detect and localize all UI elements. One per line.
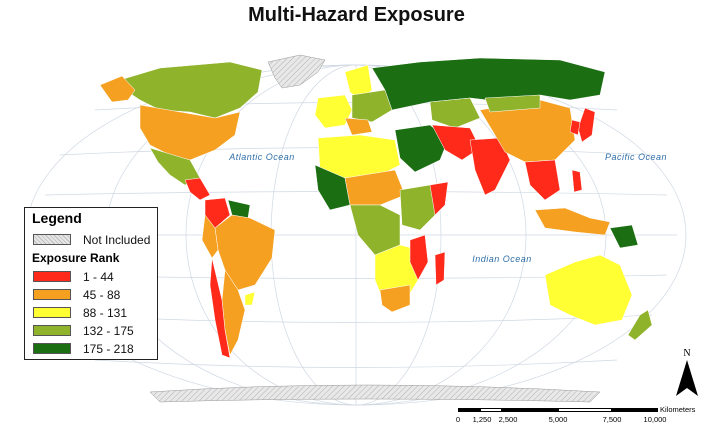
colombia-shape — [204, 197, 231, 229]
south-africa-shape — [379, 284, 411, 313]
legend-row-class-3: 88 - 131 — [33, 305, 127, 320]
scale-tick-4: 7,500 — [602, 415, 622, 424]
alaska-shape — [99, 75, 136, 103]
legend-label-class-5: 175 - 218 — [83, 341, 134, 356]
scale-tick-3: 5,000 — [548, 415, 568, 424]
atlantic-ocean-label: Atlantic Ocean — [228, 152, 295, 162]
indonesia-shape — [534, 207, 611, 236]
uruguay-shape — [244, 291, 256, 306]
scale-tick-5: 10,000 — [643, 415, 667, 424]
north-arrow: N — [676, 348, 698, 398]
sahel-shape — [344, 169, 406, 206]
southeast-asia-shape — [524, 159, 561, 201]
greenland-shape — [267, 54, 326, 89]
legend-swatch-class-4 — [33, 325, 71, 336]
middle-east-shape — [394, 124, 449, 173]
legend: Legend Not Included Exposure Rank 1 - 44… — [24, 207, 158, 360]
scale-segment-2 — [480, 408, 502, 412]
map-title: Multi-Hazard Exposure — [248, 4, 465, 26]
central-africa-shape — [349, 204, 401, 256]
brazil-shape — [214, 214, 276, 291]
new-zealand-shape — [627, 309, 653, 341]
legend-row-class-4: 132 - 175 — [33, 323, 134, 338]
iran-pakistan-shape — [431, 124, 481, 161]
legend-title: Legend — [32, 210, 82, 226]
legend-row-not-included: Not Included — [33, 232, 150, 247]
legend-subtitle: Exposure Rank — [32, 251, 120, 265]
legend-swatch-class-1 — [33, 271, 71, 282]
somalia-shape — [429, 181, 449, 216]
balkans-shape — [344, 117, 373, 136]
legend-label-class-1: 1 - 44 — [83, 269, 114, 284]
legend-label-class-4: 132 - 175 — [83, 323, 134, 338]
legend-row-class-5: 175 - 218 — [33, 341, 134, 356]
philippines-shape — [571, 169, 583, 193]
scale-segment-4 — [558, 408, 612, 412]
north-arrow-icon — [676, 360, 698, 396]
legend-label-class-2: 45 - 88 — [83, 287, 121, 302]
legend-swatch-class-2 — [33, 289, 71, 300]
scale-segment-5 — [612, 408, 658, 412]
scale-tick-0: 0 — [455, 415, 461, 424]
atlantic-ocean-text: Atlantic Ocean — [228, 152, 295, 162]
russia-shape — [371, 57, 606, 111]
scale-bar: Kilometers 0 1,250 2,500 5,000 7,500 10,… — [455, 405, 705, 435]
papua-new-guinea-shape — [609, 224, 639, 249]
mexico-shape — [149, 147, 201, 186]
canada-shape — [119, 61, 263, 119]
legend-label-class-3: 88 - 131 — [83, 305, 128, 320]
central-asia-shape — [429, 97, 481, 129]
east-africa-shape — [399, 184, 441, 231]
legend-swatch-class-5 — [33, 343, 71, 354]
scale-segment-3 — [502, 408, 558, 412]
japan-shape — [577, 107, 596, 143]
peru-shape — [201, 214, 219, 259]
legend-swatch-not-included — [33, 234, 71, 245]
chile-shape — [209, 257, 231, 359]
central-america-shape — [184, 177, 211, 201]
antarctica-shape — [149, 384, 601, 403]
korea-shape — [569, 119, 581, 136]
legend-row-class-2: 45 - 88 — [33, 287, 120, 302]
mongolia-shape — [484, 94, 541, 113]
mozambique-shape — [409, 234, 429, 281]
legend-swatch-class-3 — [33, 307, 71, 318]
indian-ocean-label: Indian Ocean — [472, 254, 532, 264]
eastern-europe-shape — [351, 89, 393, 123]
madagascar-shape — [434, 251, 446, 286]
scale-unit: Kilometers — [660, 405, 696, 414]
usa-shape — [139, 104, 241, 161]
scale-tick-2: 2,500 — [498, 415, 518, 424]
indian-ocean-text: Indian Ocean — [472, 254, 532, 264]
scale-segment-1 — [458, 408, 480, 412]
west-africa-shape — [314, 164, 351, 211]
scale-tick-1: 1,250 — [472, 415, 492, 424]
western-europe-shape — [314, 94, 353, 129]
legend-label-not-included: Not Included — [83, 232, 151, 247]
australia-shape — [544, 254, 633, 326]
pacific-ocean-text: Pacific Ocean — [605, 152, 667, 162]
north-label: N — [683, 348, 691, 359]
legend-row-class-1: 1 - 44 — [33, 269, 114, 284]
pacific-ocean-label: Pacific Ocean — [605, 152, 667, 162]
